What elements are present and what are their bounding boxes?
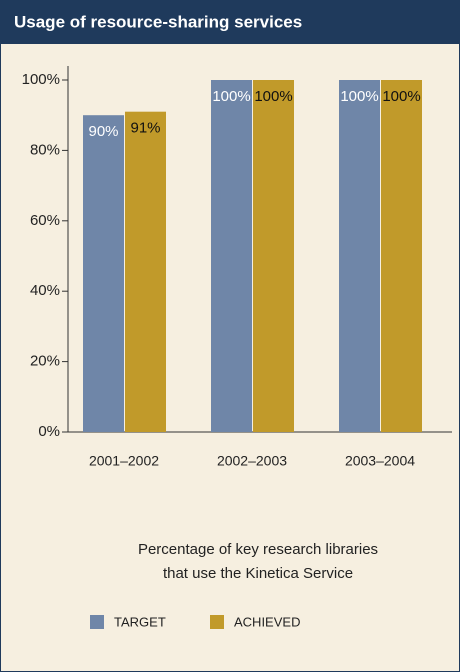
header (0, 0, 460, 44)
caption: that use the Kinetica Service (163, 565, 353, 582)
legend-swatch (90, 615, 104, 629)
data-label: 91% (130, 120, 160, 137)
y-tick-label: 80% (30, 141, 60, 158)
data-label: 100% (382, 88, 420, 105)
caption: Percentage of key research libraries (138, 541, 378, 558)
x-tick-label: 2001–2002 (89, 453, 159, 469)
legend-label: ACHIEVED (234, 614, 300, 629)
bar (125, 111, 166, 433)
x-tick-label: 2002–2003 (217, 453, 287, 469)
legend-swatch (210, 615, 224, 629)
x-tick-label: 2003–2004 (345, 453, 415, 469)
y-tick-label: 40% (30, 282, 60, 299)
y-tick-label: 0% (38, 423, 60, 440)
data-label: 100% (340, 88, 378, 105)
y-tick-label: 60% (30, 212, 60, 229)
bar (211, 80, 252, 432)
bar (381, 80, 422, 432)
y-tick-label: 20% (30, 353, 60, 370)
bar (339, 80, 380, 432)
bar (83, 115, 124, 432)
data-label: 100% (254, 88, 292, 105)
legend-label: TARGET (114, 614, 166, 629)
y-tick-label: 100% (22, 71, 60, 88)
data-label: 90% (88, 123, 118, 140)
data-label: 100% (212, 88, 250, 105)
chart-title: Usage of resource-sharing services (14, 12, 302, 31)
bar (253, 80, 294, 432)
